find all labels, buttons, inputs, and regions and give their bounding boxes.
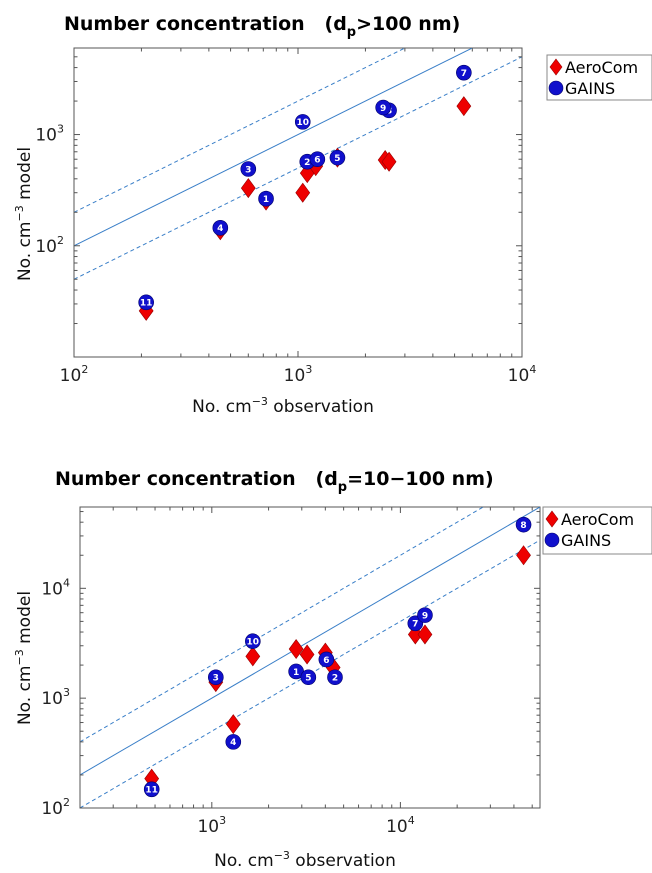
gains-point xyxy=(318,651,335,668)
x-axis-label: No. cm−3 observation xyxy=(192,395,374,417)
y-axis-label: No. cm−3 model xyxy=(13,591,35,725)
x-axis-label: No. cm−3 observation xyxy=(214,849,396,871)
gains-point-label: 4 xyxy=(230,738,236,748)
gains-point-label: 1 xyxy=(293,668,299,678)
legend: AeroCom GAINS xyxy=(546,54,652,101)
legend-label: GAINS xyxy=(561,531,611,550)
axis-ticks xyxy=(73,47,522,358)
x-tick-label: 103 xyxy=(197,814,226,837)
gains-point xyxy=(208,669,224,686)
gains-point-label: 7 xyxy=(461,69,467,79)
gains-point xyxy=(294,114,311,130)
gains-point xyxy=(212,220,229,236)
gains-point xyxy=(456,64,472,81)
gains-point xyxy=(515,516,532,533)
gains-point xyxy=(240,161,257,177)
chart-title: Number concentration (dp>100 nm) xyxy=(64,13,460,40)
legend-box xyxy=(542,506,652,555)
y-axis-label: No. cm−3 model xyxy=(13,147,35,281)
y-tick-label: 103 xyxy=(35,123,64,146)
gains-point xyxy=(327,669,343,686)
gains-point-label: 5 xyxy=(334,154,340,164)
chart-title: Number concentration (dp=10−100 nm) xyxy=(55,468,494,495)
legend: AeroCom GAINS xyxy=(542,506,652,555)
legend-label: AeroCom xyxy=(561,510,634,529)
gains-point xyxy=(225,734,242,750)
legend-label: GAINS xyxy=(565,79,615,98)
legend-box xyxy=(546,54,652,101)
factor-two-line xyxy=(74,56,522,280)
aerocom-point xyxy=(245,646,261,667)
aerocom-point xyxy=(456,96,472,117)
gains-point-label: 6 xyxy=(323,656,329,666)
gains-point xyxy=(300,669,317,686)
gains-point xyxy=(143,781,160,798)
gains-point-label: 8 xyxy=(520,521,526,531)
legend-aerocom-marker xyxy=(545,510,559,528)
gains-point-label: 10 xyxy=(247,638,260,648)
gains-point-label: 11 xyxy=(145,786,158,796)
gains-point xyxy=(375,99,391,116)
y-tick-label: 102 xyxy=(35,234,64,257)
axis-ticks xyxy=(79,507,540,809)
reference-lines xyxy=(74,48,522,280)
aerocom-point xyxy=(225,714,241,735)
gains-point xyxy=(329,149,346,166)
gains-point-label: 3 xyxy=(213,674,219,684)
aerocom-point xyxy=(295,182,311,203)
x-tick-label: 103 xyxy=(284,363,313,386)
aerocom-point xyxy=(240,178,256,199)
legend-label: AeroCom xyxy=(565,58,638,77)
legend-aerocom-marker xyxy=(549,58,563,76)
gains-point-label: 9 xyxy=(380,104,386,114)
aerocom-point xyxy=(417,624,433,645)
one-to-one-line xyxy=(74,48,474,247)
x-tick-label: 104 xyxy=(508,363,537,386)
gains-point-label: 5 xyxy=(305,674,311,684)
gains-point-label: 2 xyxy=(332,674,338,684)
y-tick-label: 102 xyxy=(41,796,70,819)
legend-gains-marker xyxy=(548,80,564,96)
aerocom-point xyxy=(381,151,397,172)
aerocom-point xyxy=(516,545,531,566)
series-gains: 1 2 3 4 5 6 7 8 9 10 11 xyxy=(143,516,532,798)
gains-point-label: 6 xyxy=(314,156,320,166)
gains-point xyxy=(138,294,154,311)
gains-point-label: 9 xyxy=(422,611,428,621)
aerocom-point xyxy=(299,644,315,665)
y-tick-label: 103 xyxy=(41,686,70,709)
one-to-one-line xyxy=(80,507,540,776)
gains-point-label: 3 xyxy=(245,165,251,175)
gains-point-label: 2 xyxy=(304,158,310,168)
gains-point xyxy=(309,151,326,168)
gains-point xyxy=(417,607,433,623)
gains-point xyxy=(245,633,261,650)
x-tick-label: 104 xyxy=(386,814,415,837)
aerocom-point xyxy=(288,639,304,660)
gains-point-label: 11 xyxy=(140,299,153,309)
x-tick-label: 102 xyxy=(60,363,89,386)
gains-point-label: 10 xyxy=(296,118,309,128)
y-tick-label: 104 xyxy=(41,576,70,599)
factor-two-line xyxy=(80,507,485,743)
gains-point-label: 7 xyxy=(412,620,418,630)
gains-point xyxy=(258,190,274,207)
data-markers: 1 2 3 4 5 6 7 8 9 10 11 xyxy=(143,516,532,798)
gains-point-label: 1 xyxy=(263,195,269,205)
gains-point-label: 4 xyxy=(217,224,223,234)
legend-gains-marker xyxy=(544,532,560,548)
